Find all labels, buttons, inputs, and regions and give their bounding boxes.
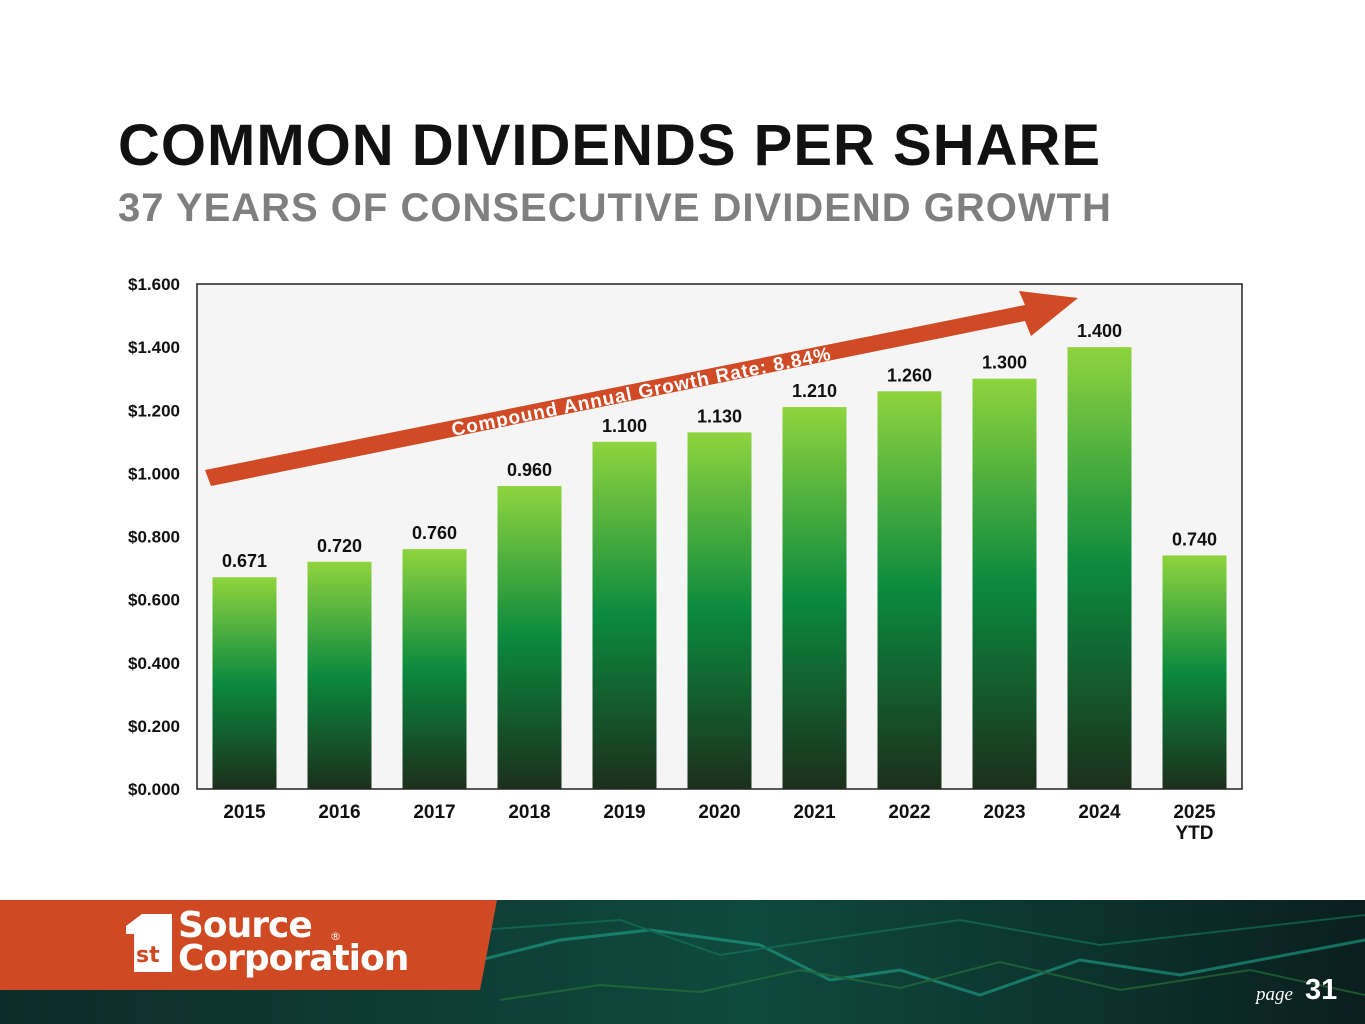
y-tick-label: $1.000: [128, 464, 180, 483]
bar-2024: [1067, 347, 1132, 789]
page-label: page: [1256, 984, 1293, 1005]
x-tick-label: 2016: [318, 802, 360, 823]
value-label: 0.740: [1172, 529, 1217, 549]
page-number: 31: [1305, 974, 1338, 1006]
slide-subtitle: 37 YEARS OF CONSECUTIVE DIVIDEND GROWTH: [118, 186, 1112, 230]
y-tick-label: $1.200: [128, 401, 180, 420]
x-tick-label: 2024: [1078, 802, 1121, 823]
footer-banner: [0, 900, 1365, 1024]
logo-line1: Source: [178, 905, 313, 946]
y-tick-label: $0.800: [128, 528, 180, 547]
value-label: 1.400: [1077, 321, 1122, 341]
x-tick-label: 2022: [888, 802, 930, 823]
value-label: 1.300: [982, 353, 1027, 373]
y-tick-label: $0.200: [128, 717, 180, 736]
growth-arrow: [205, 291, 1078, 486]
x-tick-label: 2018: [508, 802, 550, 823]
bar-2022: [877, 391, 942, 789]
value-label: 0.671: [222, 551, 267, 571]
y-tick-label: $1.600: [128, 275, 180, 294]
logo-registered-mark: ®: [330, 930, 341, 943]
bar-2020: [687, 432, 752, 789]
x-tick-label: 2020: [698, 802, 740, 823]
bar-2016: [307, 561, 372, 789]
market-lines-decoration: [479, 914, 1365, 1001]
y-tick-label: $1.400: [128, 338, 180, 357]
bar-2019: [592, 441, 657, 789]
value-label: 0.960: [507, 460, 552, 480]
y-tick-label: $0.600: [128, 591, 180, 610]
value-label: 0.720: [317, 536, 362, 556]
logo-mark-text: st: [136, 943, 160, 968]
footer-orange-panel: [0, 900, 497, 990]
value-label: 1.210: [792, 381, 837, 401]
logo-mark-icon: st: [126, 914, 172, 972]
bar-2023: [972, 378, 1037, 789]
value-label: 1.130: [697, 406, 742, 426]
value-label: 1.100: [602, 416, 647, 436]
y-tick-label: $0.000: [128, 780, 180, 799]
bar-2017: [402, 549, 467, 789]
x-tick-label: 2015: [223, 802, 266, 823]
bar-2025-ytd: [1162, 555, 1227, 789]
y-tick-label: $0.400: [128, 654, 180, 673]
bar-2015: [212, 577, 277, 789]
x-tick-label: 2019: [603, 802, 645, 823]
x-tick-label: 2023: [983, 802, 1025, 823]
x-tick-label: 2021: [793, 802, 836, 823]
value-label: 0.760: [412, 523, 457, 543]
x-tick-label: 2025: [1173, 802, 1216, 823]
bar-2018: [497, 486, 562, 789]
value-label: 1.260: [887, 365, 932, 385]
x-tick-label: 2017: [413, 802, 455, 823]
x-tick-label: YTD: [1176, 823, 1214, 844]
slide-title: COMMON DIVIDENDS PER SHARE: [118, 113, 1102, 178]
bar-2021: [782, 407, 847, 789]
logo-line2: Corporation: [178, 938, 409, 979]
dividend-bar-chart: $0.000 $0.200 $0.400 $0.600 $0.800 $1.000 $1.2…: [128, 275, 1243, 844]
